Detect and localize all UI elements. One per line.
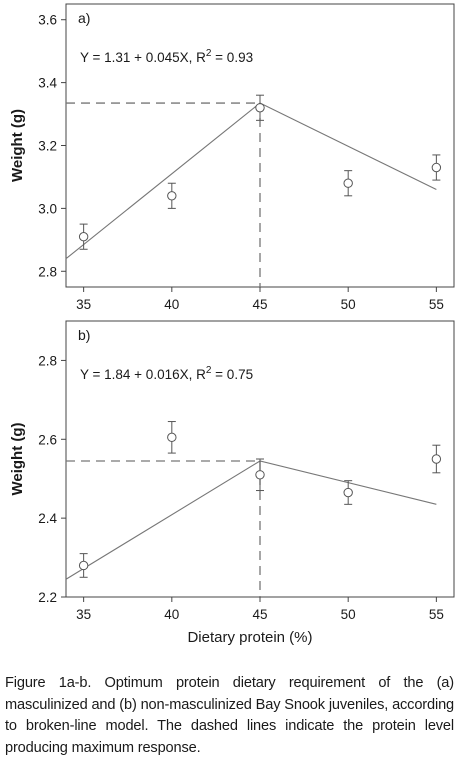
- data-point: [78, 560, 89, 571]
- x-tick-label: 50: [341, 297, 356, 312]
- data-point: [167, 191, 177, 201]
- y-tick-label: 3.0: [38, 201, 57, 216]
- regression-equation: Y = 1.31 + 0.045X, R2 = 0.93: [80, 48, 253, 65]
- data-point: [431, 454, 442, 464]
- y-axis-label: Weight (g): [9, 422, 26, 495]
- broken-line-fit: [65, 102, 437, 260]
- y-tick-label: 2.8: [38, 264, 57, 279]
- y-tick-label: 2.8: [38, 353, 57, 368]
- panel-label: a): [78, 10, 90, 26]
- x-tick-label: 50: [341, 607, 356, 622]
- data-point: [343, 178, 353, 188]
- x-tick-label: 35: [76, 297, 91, 312]
- data-point: [343, 487, 353, 498]
- y-tick-label: 3.6: [38, 13, 57, 28]
- figure-caption: Figure 1a-b. Optimum protein dietary req…: [5, 675, 454, 756]
- data-point: [167, 432, 177, 443]
- x-tick-label: 45: [252, 297, 267, 312]
- y-tick-label: 3.2: [38, 139, 57, 154]
- data-point: [78, 231, 89, 242]
- x-tick-label: 55: [429, 607, 444, 622]
- y-tick-label: 2.2: [38, 590, 57, 605]
- data-point: [255, 103, 265, 113]
- panel-label: b): [78, 327, 90, 343]
- x-tick-label: 55: [429, 297, 444, 312]
- data-point: [431, 162, 442, 173]
- panel-b: 2.2 2.4 2.6 2.8 35 40 45 50 55 Weight (g) b) Y = 1.…: [9, 320, 455, 622]
- broken-line-fit: [65, 460, 437, 580]
- x-tick-label: 35: [76, 607, 91, 622]
- x-axis-label: Dietary protein (%): [187, 629, 312, 646]
- y-tick-label: 2.4: [38, 511, 57, 526]
- y-tick-label: 2.6: [38, 432, 57, 447]
- figure: 2.8 3.0 3.2 3.4 3.6 35 40 45 50 55 Weight (g) a) Y =…: [9, 3, 455, 646]
- panel-a: 2.8 3.0 3.2 3.4 3.6 35 40 45 50 55 Weight (g) a) Y =…: [9, 3, 455, 312]
- x-tick-label: 40: [164, 297, 179, 312]
- regression-equation: Y = 1.84 + 0.016X, R2 = 0.75: [80, 365, 253, 382]
- y-tick-label: 3.4: [38, 76, 57, 91]
- x-tick-label: 45: [252, 607, 267, 622]
- y-axis-label: Weight (g): [9, 109, 26, 182]
- data-point: [255, 470, 265, 480]
- x-tick-label: 40: [164, 607, 179, 622]
